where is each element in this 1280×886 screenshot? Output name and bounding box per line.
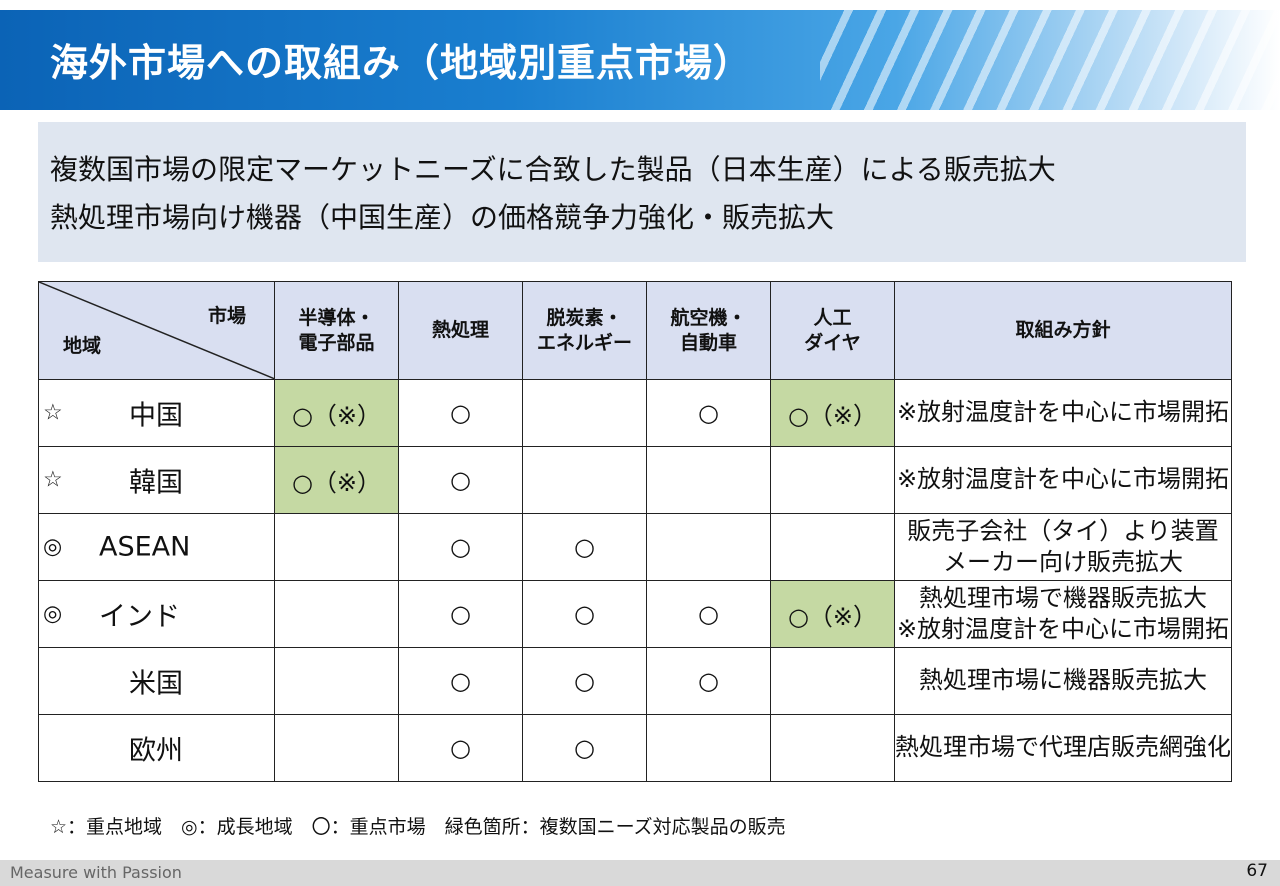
column-header-aerospace-auto: 航空機・ 自動車	[646, 281, 771, 380]
column-header-line: ダイヤ	[804, 331, 861, 354]
banner-stripes	[820, 10, 1280, 110]
region-cell: 米国	[38, 647, 275, 715]
market-cell	[646, 446, 771, 514]
region-cell: 欧州	[38, 714, 275, 782]
footer-slogan: Measure with Passion	[10, 863, 182, 882]
page-title: 海外市場への取組み（地域別重点市場）	[50, 41, 753, 85]
market-cell: ○	[398, 446, 523, 514]
summary-line-2: 熱処理市場向け機器（中国生産）の価格競争力強化・販売拡大	[50, 201, 835, 234]
region-name: インド	[99, 601, 180, 633]
table-row: ☆ 韓国 ○（※） ○ ※放射温度計を中心に市場開拓	[38, 446, 1232, 514]
table-row: ☆ 中国 ○（※） ○ ○ ○（※） ※放射温度計を中心に市場開拓	[38, 379, 1232, 447]
region-cell: ◎ インド	[38, 580, 275, 648]
region-mark: ◎	[43, 601, 63, 627]
region-market-table: 市場 地域 半導体・ 電子部品 熱処理 脱炭素・ エネルギー 航空機・ 自動車 …	[38, 281, 1232, 782]
footer-bar: Measure with Passion 67	[0, 860, 1280, 886]
column-header-line: 人工	[813, 306, 852, 329]
market-cell	[274, 513, 399, 581]
table-row: 欧州 ○ ○ 熱処理市場で代理店販売網強化	[38, 714, 1232, 782]
region-name: 欧州	[129, 735, 183, 767]
title-banner: 海外市場への取組み（地域別重点市場）	[0, 10, 1280, 110]
policy-line: ※放射温度計を中心に市場開拓	[896, 465, 1230, 494]
corner-region-label: 地域	[63, 335, 102, 357]
market-cell: ○	[522, 714, 647, 782]
table-row: 米国 ○ ○ ○ 熱処理市場に機器販売拡大	[38, 647, 1232, 715]
diagonal-line	[39, 282, 275, 379]
market-cell: ○	[646, 580, 771, 648]
market-cell: ○	[522, 647, 647, 715]
region-name: 中国	[129, 400, 183, 432]
market-cell	[522, 446, 647, 514]
column-header-line: 脱炭素・	[546, 306, 623, 329]
region-mark: ◎	[43, 534, 63, 560]
market-cell: ○	[398, 647, 523, 715]
policy-cell: 熱処理市場で機器販売拡大 ※放射温度計を中心に市場開拓	[894, 580, 1232, 648]
column-header-line: 取組み方針	[1015, 319, 1111, 342]
market-cell: ○	[398, 714, 523, 782]
policy-line: 熱処理市場に機器販売拡大	[919, 666, 1207, 695]
market-cell	[274, 714, 399, 782]
market-cell	[770, 714, 895, 782]
policy-line: ※放射温度計を中心に市場開拓	[896, 615, 1230, 643]
column-header-line: 熱処理	[431, 319, 489, 342]
market-cell: ○（※）	[274, 379, 399, 447]
summary-line-1: 複数国市場の限定マーケットニーズに合致した製品（日本生産）による販売拡大	[50, 153, 1056, 186]
table-row: ◎ インド ○ ○ ○ ○（※） 熱処理市場で機器販売拡大 ※放射温度計を中心に…	[38, 580, 1232, 648]
market-cell: ○（※）	[770, 580, 895, 648]
policy-line: メーカー向け販売拡大	[943, 548, 1183, 576]
market-cell: ○（※）	[770, 379, 895, 447]
column-header-policy: 取組み方針	[894, 281, 1232, 380]
market-cell: ○	[522, 513, 647, 581]
legend-note: ☆：重点地域 ◎：成長地域 〇：重点市場 緑色箇所：複数国ニーズ対応製品の販売	[50, 816, 786, 838]
market-cell	[646, 513, 771, 581]
summary-box: 複数国市場の限定マーケットニーズに合致した製品（日本生産）による販売拡大 熱処理…	[38, 122, 1246, 262]
market-cell: ○	[646, 379, 771, 447]
policy-line: 販売子会社（タイ）より装置	[907, 516, 1219, 545]
table-header-row: 市場 地域 半導体・ 電子部品 熱処理 脱炭素・ エネルギー 航空機・ 自動車 …	[38, 281, 1232, 380]
column-header-line: 半導体・	[298, 306, 375, 329]
region-name: 韓国	[129, 467, 183, 499]
region-cell: ☆ 中国	[38, 379, 275, 447]
region-mark: ☆	[43, 400, 63, 426]
policy-line: 熱処理市場で機器販売拡大	[919, 583, 1207, 612]
column-header-line: 自動車	[679, 331, 737, 354]
corner-header-cell: 市場 地域	[38, 281, 275, 380]
column-header-line: 電子部品	[298, 331, 375, 354]
market-cell: ○（※）	[274, 446, 399, 514]
market-cell: ○	[646, 647, 771, 715]
region-cell: ◎ ASEAN	[38, 513, 275, 581]
policy-cell: ※放射温度計を中心に市場開拓	[894, 446, 1232, 514]
page-number: 67	[1246, 861, 1268, 881]
region-name: ASEAN	[99, 531, 191, 563]
market-cell	[770, 513, 895, 581]
corner-market-label: 市場	[207, 305, 246, 327]
policy-line: ※放射温度計を中心に市場開拓	[896, 398, 1230, 427]
column-header-line: エネルギー	[536, 331, 632, 354]
policy-cell: ※放射温度計を中心に市場開拓	[894, 379, 1232, 447]
policy-cell: 熱処理市場に機器販売拡大	[894, 647, 1232, 715]
policy-line: 熱処理市場で代理店販売網強化	[895, 733, 1231, 762]
policy-cell: 販売子会社（タイ）より装置 メーカー向け販売拡大	[894, 513, 1232, 581]
market-cell	[770, 647, 895, 715]
region-name: 米国	[129, 668, 183, 700]
region-cell: ☆ 韓国	[38, 446, 275, 514]
region-mark: ☆	[43, 467, 63, 493]
column-header-artificial-diamond: 人工 ダイヤ	[770, 281, 895, 380]
market-cell: ○	[398, 379, 523, 447]
market-cell	[646, 714, 771, 782]
market-cell	[522, 379, 647, 447]
market-cell	[274, 647, 399, 715]
market-cell: ○	[398, 580, 523, 648]
column-header-line: 航空機・	[670, 306, 747, 329]
market-cell: ○	[522, 580, 647, 648]
column-header-decarbonization: 脱炭素・ エネルギー	[522, 281, 647, 380]
market-cell: ○	[398, 513, 523, 581]
column-header-semiconductor: 半導体・ 電子部品	[274, 281, 399, 380]
table-row: ◎ ASEAN ○ ○ 販売子会社（タイ）より装置 メーカー向け販売拡大	[38, 513, 1232, 581]
policy-cell: 熱処理市場で代理店販売網強化	[894, 714, 1232, 782]
market-cell	[274, 580, 399, 648]
column-header-heat-treatment: 熱処理	[398, 281, 523, 380]
market-cell	[770, 446, 895, 514]
